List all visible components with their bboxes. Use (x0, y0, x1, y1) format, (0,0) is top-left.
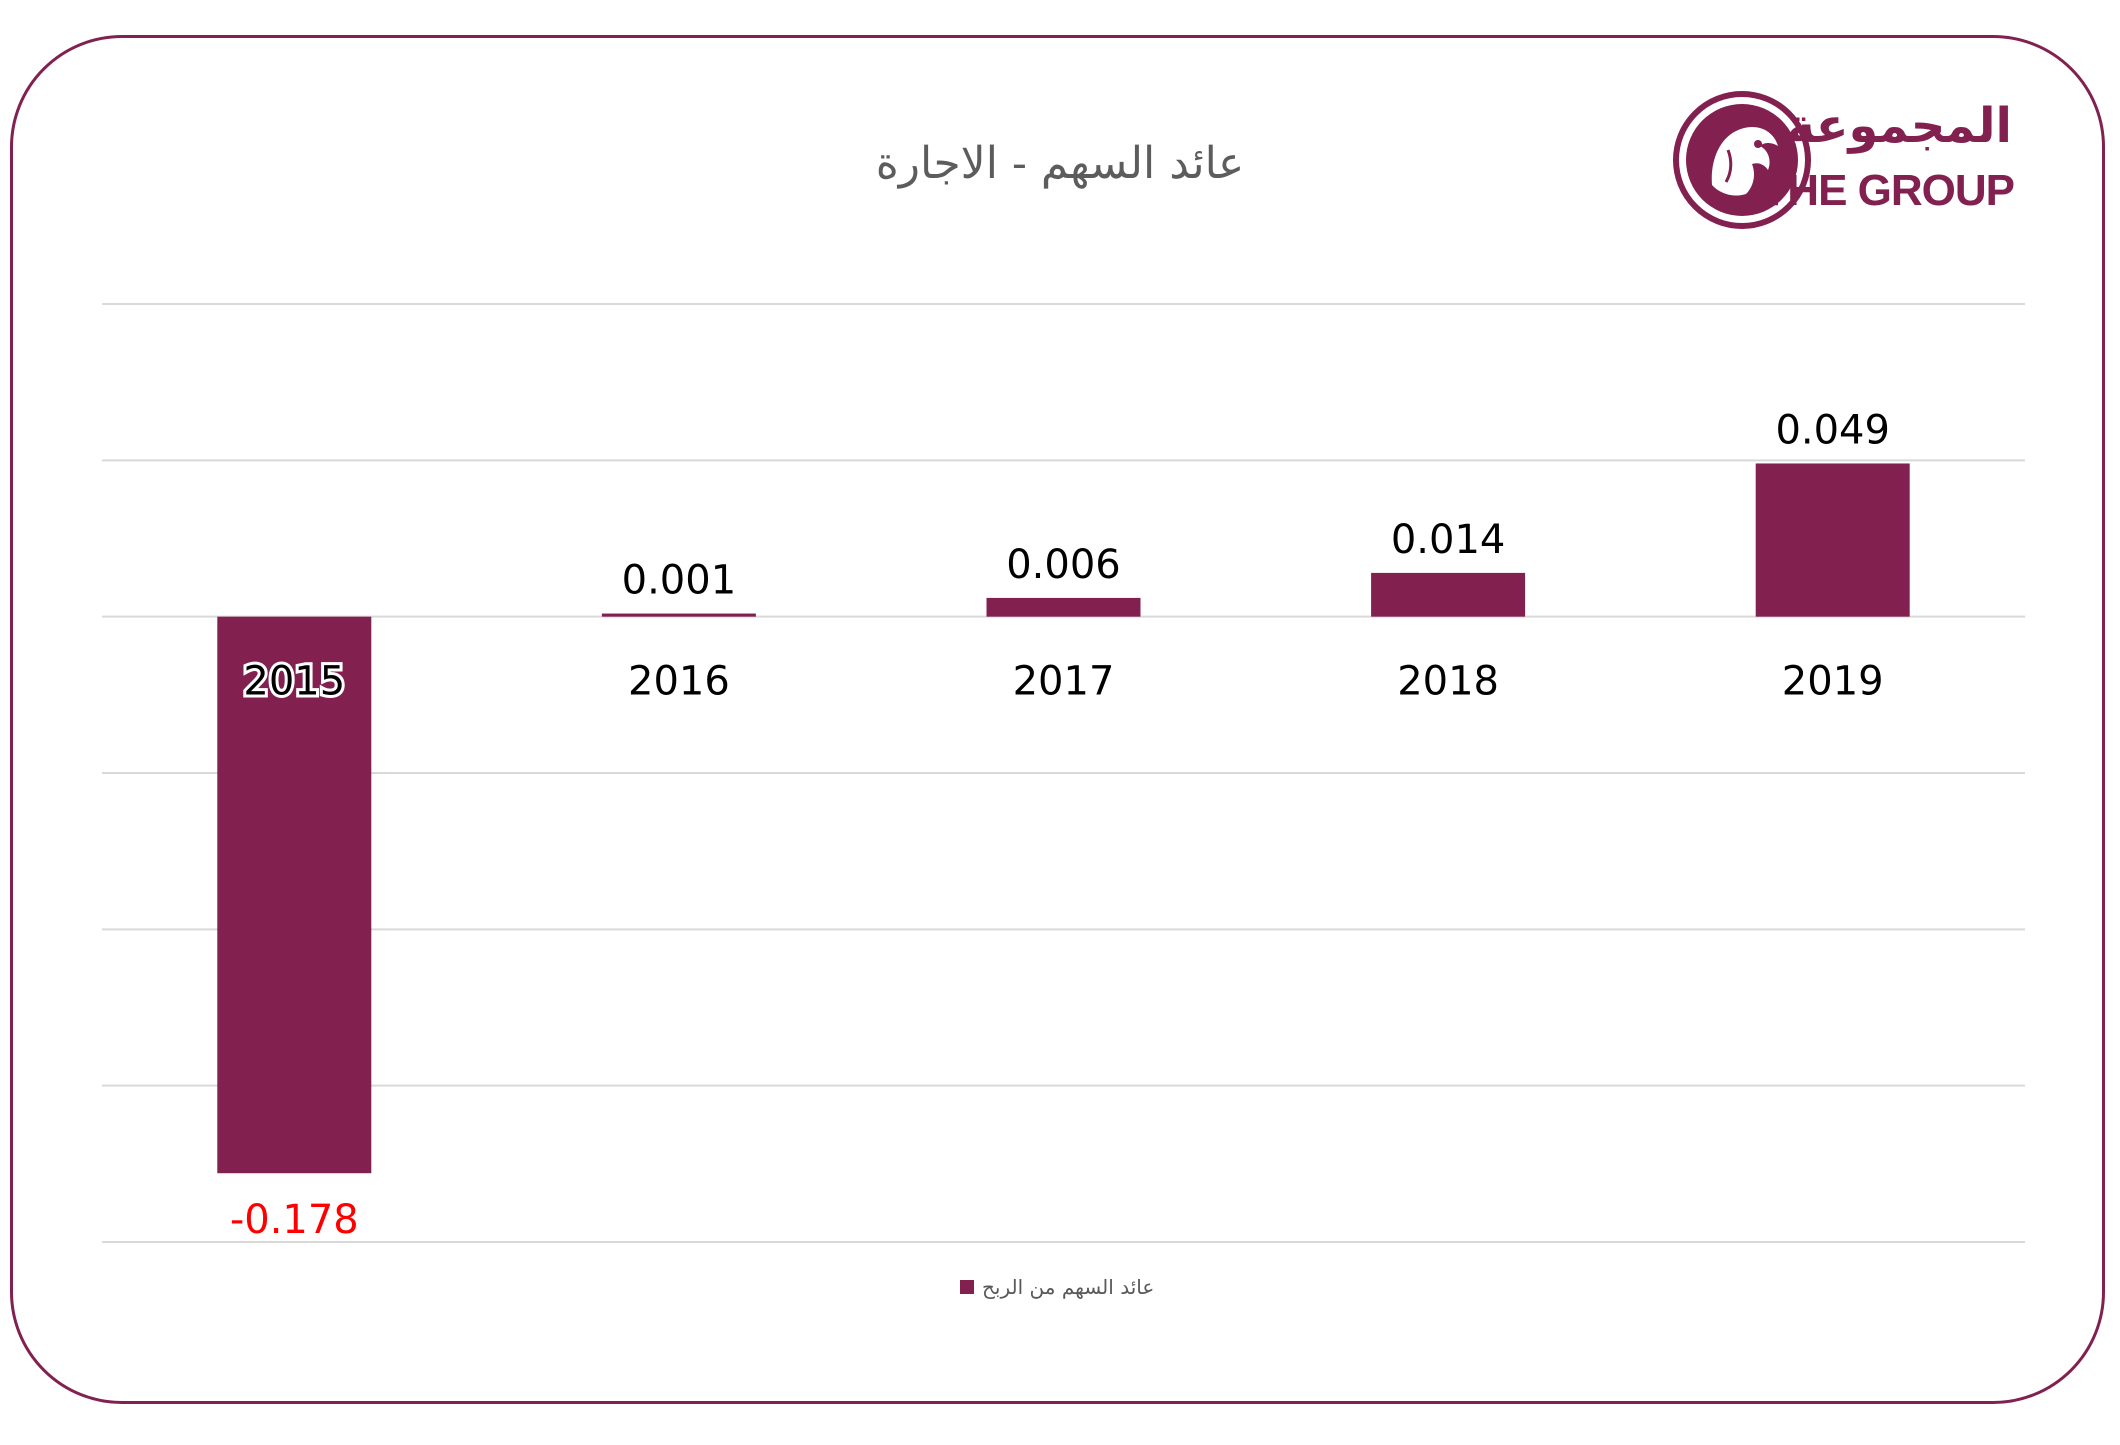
bars (217, 463, 1910, 1174)
data-label-2015: -0.178 (230, 1197, 359, 1243)
falcon-emblem-icon (1673, 91, 1811, 229)
gridlines (102, 303, 2025, 1243)
category-label-2017: 2017 (1013, 659, 1115, 705)
legend-label: عائد السهم من الربح (982, 1275, 1155, 1299)
data-labels: -0.178 0.001 0.006 0.014 0.049 (230, 407, 1890, 1243)
data-label-2019: 0.049 (1775, 407, 1890, 453)
bar-2018 (1371, 572, 1526, 617)
logo-arabic-text: المجموعة (1786, 98, 2012, 154)
data-label-2017: 0.006 (1006, 542, 1121, 588)
company-logo: المجموعة THE GROUP (1672, 90, 2032, 235)
bar-2019 (1755, 463, 1910, 617)
bar-2016 (601, 613, 756, 617)
category-labels: 2015 2016 2017 2018 2019 (240, 656, 1884, 708)
bar-2017 (986, 597, 1141, 617)
category-label-2015: 2015 (243, 659, 345, 705)
legend: عائد السهم من الربح (960, 1275, 1154, 1299)
bar-2015 (217, 616, 372, 1174)
category-label-2019: 2019 (1782, 659, 1884, 705)
legend-swatch (960, 1280, 974, 1294)
category-label-2018: 2018 (1397, 659, 1499, 705)
logo-english-text: THE GROUP (1761, 166, 2015, 215)
data-label-2016: 0.001 (622, 558, 737, 604)
data-label-2018: 0.014 (1391, 517, 1506, 563)
category-label-2016: 2016 (628, 659, 730, 705)
chart-title: عائد السهم - الاجارة (875, 138, 1245, 189)
